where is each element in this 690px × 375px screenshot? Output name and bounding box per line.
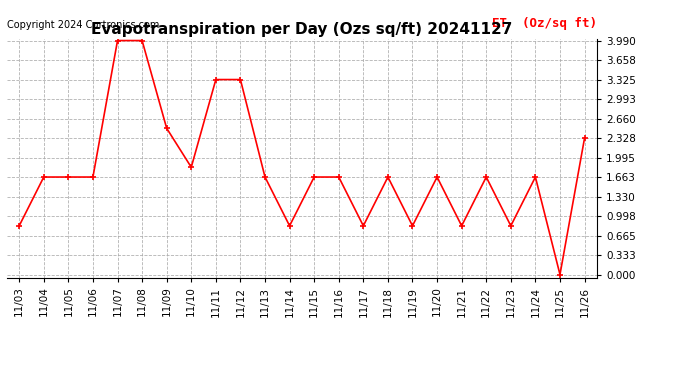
Title: Evapotranspiration per Day (Ozs sq/ft) 20241127: Evapotranspiration per Day (Ozs sq/ft) 2… [91, 22, 513, 37]
Text: Copyright 2024 Curtronics.com: Copyright 2024 Curtronics.com [7, 20, 159, 30]
Text: ET  (Oz/sq ft): ET (Oz/sq ft) [492, 17, 597, 30]
